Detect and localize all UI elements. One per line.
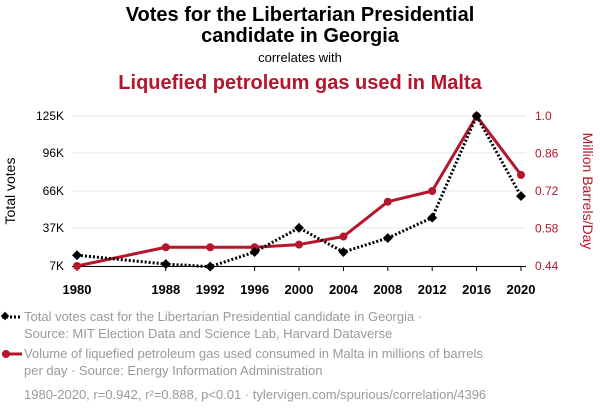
y-left-tick-label: 7K — [49, 259, 64, 273]
chart-title-secondary: Liquefied petroleum gas used in Malta — [118, 72, 482, 94]
y-axis-left-label: Total votes — [2, 158, 18, 225]
x-tick-label: 1996 — [240, 282, 269, 297]
series-votes-point — [205, 261, 216, 272]
chart-title-line2: candidate in Georgia — [201, 25, 400, 47]
series-lpg-point — [206, 243, 215, 252]
y-left-tick-label: 37K — [43, 221, 64, 235]
x-tick-label: 1988 — [151, 282, 180, 297]
legend-votes-line2: Source: MIT Election Data and Science La… — [24, 326, 392, 341]
series-votes-point — [516, 191, 526, 202]
x-tick-label: 1992 — [196, 282, 225, 297]
legend-lpg-line2: per day · Source: Energy Information Adm… — [24, 363, 322, 378]
series-votes-point — [382, 233, 393, 243]
y-axis-right: 0.44 0.58 0.72 0.86 1.0 — [535, 109, 559, 273]
y-right-tick-label: 0.86 — [535, 147, 559, 161]
series-votes-point — [249, 247, 260, 257]
series-group — [72, 111, 526, 272]
series-votes-point — [160, 259, 171, 270]
legend-lpg-line1: Volume of liquefied petroleum gas used c… — [24, 346, 483, 361]
y-axis-left: 7K 37K 66K 96K 125K — [36, 109, 64, 273]
series-votes-point — [427, 212, 438, 223]
x-tick-label: 2008 — [373, 282, 402, 297]
series-lpg-point — [383, 197, 392, 206]
x-axis: 1980 1988 1992 1996 2000 2004 2008 2012 2016 2020 — [63, 266, 536, 297]
legend-item-votes: Total votes cast for the Libertarian Pre… — [0, 309, 422, 341]
correlates-with-text: correlates with — [258, 50, 342, 65]
y-left-tick-label: 66K — [43, 184, 64, 198]
y-right-tick-label: 0.58 — [535, 222, 559, 236]
legend-marker-votes — [0, 311, 10, 321]
series-lpg-point — [295, 240, 303, 249]
y-axis-right-label: Million Barrels/Day — [580, 133, 596, 250]
series-lpg-point — [161, 243, 170, 252]
y-left-tick-label: 125K — [36, 109, 64, 123]
x-tick-label: 2012 — [418, 282, 447, 297]
series-lpg-point — [428, 187, 437, 195]
series-votes-line — [76, 112, 523, 269]
x-tick-label: 2000 — [285, 282, 314, 297]
legend-marker-lpg — [2, 350, 10, 358]
series-lpg-point — [517, 170, 525, 179]
y-left-tick-label: 96K — [43, 146, 64, 160]
series-lpg-point — [73, 262, 81, 270]
x-tick-label: 1980 — [63, 282, 92, 297]
series-votes-point — [72, 250, 82, 261]
x-tick-label: 2004 — [329, 282, 359, 297]
series-votes-point — [338, 247, 349, 257]
y-right-tick-label: 0.72 — [535, 184, 559, 198]
legend-votes-line1: Total votes cast for the Libertarian Pre… — [24, 309, 422, 324]
y-right-tick-label: 1.0 — [535, 109, 552, 123]
legend: Total votes cast for the Libertarian Pre… — [0, 309, 483, 378]
series-lpg-point — [339, 232, 348, 241]
chart-title-line1: Votes for the Libertarian Presidential — [126, 4, 475, 26]
legend-item-lpg: Volume of liquefied petroleum gas used c… — [2, 346, 483, 378]
x-tick-label: 2020 — [507, 282, 536, 297]
series-votes-point — [294, 222, 304, 233]
x-tick-label: 2016 — [462, 282, 491, 297]
y-right-tick-label: 0.44 — [535, 259, 559, 273]
footer-stats: 1980-2020, r=0.942, r²=0.888, p<0.01 · t… — [24, 387, 486, 402]
